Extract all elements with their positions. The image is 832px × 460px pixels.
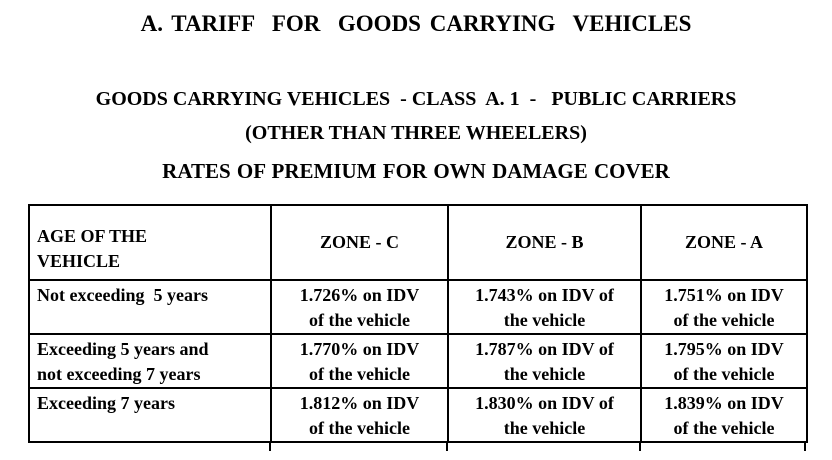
table-gridline-stub	[269, 443, 271, 451]
premium-rates-table-wrap: AGE OF THE VEHICLE ZONE - C ZONE - B ZON…	[28, 204, 808, 452]
document-subtitle: GOODS CARRYING VEHICLES - CLASS A. 1 - P…	[0, 82, 832, 150]
subtitle-line-1: GOODS CARRYING VEHICLES - CLASS A. 1 - P…	[95, 88, 737, 110]
header-age-line-1: AGE OF THE	[37, 226, 148, 246]
zone-c-rate-cell: 1.726% on IDV of the vehicle	[270, 279, 449, 335]
document-page: A. TARIFF FOR GOODS CARRYING VEHICLES GO…	[0, 10, 832, 452]
page-title: A. TARIFF FOR GOODS CARRYING VEHICLES	[140, 11, 692, 36]
table-row: Not exceeding 5 years 1.726% on IDV of t…	[28, 279, 808, 335]
header-age-line-2: VEHICLE	[37, 251, 121, 271]
age-cell: Exceeding 5 years and not exceeding 7 ye…	[28, 333, 272, 389]
age-cell: Not exceeding 5 years	[28, 279, 272, 335]
section-heading: RATES OF PREMIUM FOR OWN DAMAGE COVER	[162, 159, 670, 183]
zone-a-rate-cell: 1.751% on IDV of the vehicle	[640, 279, 808, 335]
col-header-zone-a: ZONE - A	[640, 204, 808, 281]
age-cell: Exceeding 7 years	[28, 387, 272, 443]
col-header-zone-b: ZONE - B	[447, 204, 642, 281]
table-row: Exceeding 7 years 1.812% on IDV of the v…	[28, 387, 808, 443]
table-gridline-stub	[804, 443, 806, 451]
zone-c-rate-cell: 1.812% on IDV of the vehicle	[270, 387, 449, 443]
col-header-zone-c: ZONE - C	[270, 204, 449, 281]
col-header-age-of-vehicle: AGE OF THE VEHICLE	[28, 204, 272, 281]
table-header-row: AGE OF THE VEHICLE ZONE - C ZONE - B ZON…	[28, 204, 808, 281]
zone-c-rate-cell: 1.770% on IDV of the vehicle	[270, 333, 449, 389]
table-gridline-stub	[446, 443, 448, 451]
zone-b-rate-cell: 1.830% on IDV of the vehicle	[447, 387, 642, 443]
table-gridline-stub	[639, 443, 641, 451]
table-row: Exceeding 5 years and not exceeding 7 ye…	[28, 333, 808, 389]
cutoff-next-row	[28, 443, 806, 452]
zone-b-rate-cell: 1.743% on IDV of the vehicle	[447, 279, 642, 335]
zone-a-rate-cell: 1.795% on IDV of the vehicle	[640, 333, 808, 389]
premium-rates-table: AGE OF THE VEHICLE ZONE - C ZONE - B ZON…	[28, 204, 808, 443]
zone-a-rate-cell: 1.839% on IDV of the vehicle	[640, 387, 808, 443]
subtitle-line-2: (OTHER THAN THREE WHEELERS)	[245, 122, 587, 144]
zone-b-rate-cell: 1.787% on IDV of the vehicle	[447, 333, 642, 389]
